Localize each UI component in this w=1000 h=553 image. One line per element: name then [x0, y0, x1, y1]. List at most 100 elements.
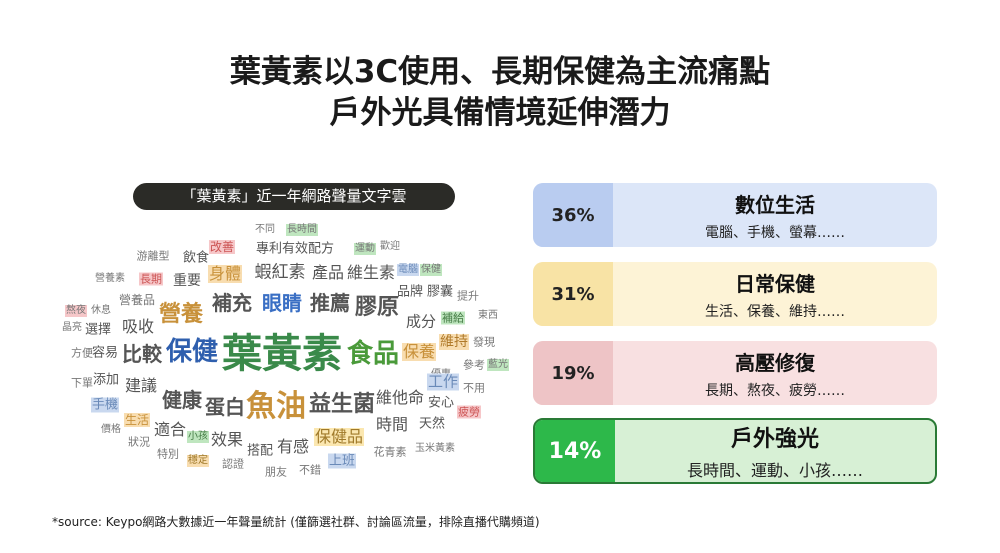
cloud-word: 建議 [124, 376, 158, 395]
cloud-word: 玉米黃素 [415, 443, 455, 454]
cloud-word: 身體 [207, 264, 243, 283]
card: 19% 高壓修復 長期、熬夜、疲勞…… [533, 341, 937, 405]
cloud-word: 品牌 [396, 284, 424, 300]
cloud-word: 時間 [375, 415, 409, 434]
card: 36% 數位生活 電腦、手機、螢幕…… [533, 183, 937, 247]
cloud-word: 營養 [158, 302, 204, 327]
cloud-word: 方便 [71, 346, 93, 360]
cloud-word: 電腦 [397, 264, 419, 276]
cloud-word: 補充 [212, 291, 252, 315]
cloud-word: 蛋白 [205, 395, 245, 419]
cloud-word: 參考 [463, 358, 485, 372]
cloud-word: 狀況 [128, 435, 150, 449]
cloud-word: 食品 [346, 339, 400, 369]
card-subtitle: 生活、保養、維持…… [705, 303, 845, 320]
cloud-word: 發現 [473, 335, 495, 349]
cloud-word: 提升 [457, 289, 479, 303]
card-subtitle: 長期、熬夜、疲勞…… [705, 382, 845, 399]
cloud-word: 東西 [478, 310, 498, 321]
cloud-word: 膠囊 [426, 284, 454, 300]
cloud-word: 花青素 [373, 445, 407, 459]
cloud-word: 保健品 [313, 427, 365, 446]
cloud-word: 天然 [418, 416, 446, 432]
cloud-word: 保健 [420, 264, 442, 276]
cloud-word: 吸收 [121, 317, 155, 336]
card-body: 數位生活電腦、手機、螢幕…… [613, 183, 937, 247]
card-title: 日常保健 [735, 271, 815, 296]
cloud-word: 維生素 [346, 263, 396, 282]
card-percent: 31% [533, 262, 613, 326]
cloud-word: 小孩 [187, 431, 209, 443]
cloud-word: 上班 [327, 453, 357, 469]
cloud-word: 歡迎 [380, 241, 400, 252]
card-title: 高壓修復 [735, 350, 815, 375]
card-subtitle: 電腦、手機、螢幕…… [705, 224, 845, 241]
card-body: 日常保健生活、保養、維持…… [613, 262, 937, 326]
cloud-word: 眼睛 [262, 291, 302, 315]
source-note: *source: Keypo網路大數據近一年聲量統計 (僅篩選社群、討論區流量，… [52, 515, 540, 529]
cloud-word: 工作 [426, 372, 460, 391]
cloud-word: 營養素 [95, 273, 125, 284]
cloud-word: 保健 [165, 337, 219, 367]
cloud-word: 維他命 [375, 388, 425, 407]
cloud-word: 休息 [91, 305, 111, 316]
cloud-word: 熬夜 [65, 305, 87, 317]
card: 14% 戶外強光 長時間、運動、小孩…… [533, 418, 937, 484]
cloud-word: 不錯 [299, 463, 321, 477]
cloud-word: 長時間 [286, 224, 318, 236]
cloud-word: 選擇 [84, 322, 112, 338]
cloud-word: 添加 [92, 372, 120, 388]
cloud-word: 產品 [311, 263, 345, 282]
cloud-word: 手機 [90, 397, 120, 413]
cloud-word: 成分 [405, 312, 437, 331]
cloud-label: 「葉黃素」近一年網路聲量文字雲 [133, 183, 455, 210]
cloud-word: 健康 [162, 388, 202, 412]
cloud-word: 維持 [439, 334, 469, 350]
cloud-word: 膠原 [354, 295, 400, 320]
cloud-word: 長期 [139, 272, 163, 286]
cloud-word: 益生菌 [308, 392, 376, 417]
cloud-word: 安心 [427, 395, 455, 411]
card-body: 高壓修復長期、熬夜、疲勞…… [613, 341, 937, 405]
cloud-word: 游離型 [136, 249, 170, 263]
card-percent: 36% [533, 183, 613, 247]
cloud-word: 疲勞 [457, 405, 481, 419]
cloud-word: 藍光 [487, 359, 509, 371]
cloud-word: 價格 [101, 424, 121, 435]
cloud-word: 認證 [222, 457, 244, 471]
card-body: 戶外強光 長時間、運動、小孩…… [615, 420, 935, 482]
cloud-word: 下單 [71, 376, 93, 390]
cloud-word: 重要 [173, 273, 201, 289]
cloud-word: 特別 [157, 447, 179, 461]
cloud-word: 不用 [463, 381, 485, 395]
title-line: 葉黃素以3C使用、長期保健為主流痛點 [229, 54, 771, 90]
cloud-word: 不同 [255, 224, 275, 235]
cloud-word: 葉黃素 [222, 331, 342, 377]
cloud-word: 有感 [276, 437, 310, 456]
title-line: 戶外光具備情境延伸潛力 [329, 95, 671, 131]
cloud-word: 比較 [122, 342, 162, 366]
cloud-word: 魚油 [246, 389, 306, 424]
cloud-word: 容易 [91, 345, 119, 361]
cloud-word: 運動 [354, 243, 376, 255]
cloud-word: 推薦 [310, 291, 350, 315]
card-percent: 14% [535, 420, 615, 482]
card: 31% 日常保健 生活、保養、維持…… [533, 262, 937, 326]
cloud-word: 蝦紅素 [254, 262, 306, 283]
cloud-word: 朋友 [265, 465, 287, 479]
cloud-word: 適合 [153, 420, 187, 439]
cloud-word: 生活 [123, 413, 151, 427]
cloud-word: 營養品 [118, 293, 156, 307]
cloud-word: 效果 [210, 430, 244, 449]
card-title: 數位生活 [735, 192, 815, 217]
cloud-word: 穩定 [187, 455, 209, 467]
cloud-word: 補給 [441, 311, 465, 325]
cloud-word: 搭配 [246, 443, 274, 459]
cloud-word: 保養 [401, 342, 437, 361]
card-subtitle: 長時間、運動、小孩…… [686, 461, 863, 480]
card-percent: 19% [533, 341, 613, 405]
cloud-word: 改善 [208, 240, 236, 254]
cloud-word: 晶亮 [62, 322, 82, 333]
cloud-word: 專利有效配方 [255, 241, 335, 257]
